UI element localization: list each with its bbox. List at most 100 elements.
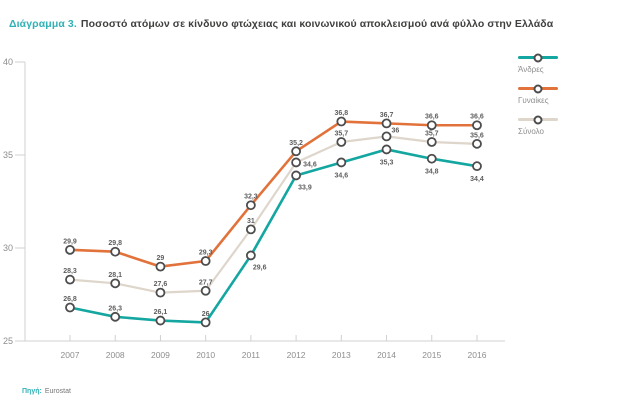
legend-item-orange: Γυναίκες — [518, 84, 558, 105]
data-point-label: 34,6 — [335, 172, 349, 179]
x-axis-tick-label: 2014 — [377, 350, 396, 360]
data-point-label: 36,6 — [470, 114, 484, 121]
data-point-marker — [245, 224, 256, 235]
data-point-label: 36,6 — [425, 114, 439, 121]
legend-marker-icon — [533, 84, 543, 93]
legend-item-light_gray: Σύνολο — [518, 115, 558, 136]
chart-title: Διάγραμμα 3. Ποσοστό ατόμων σε κίνδυνο φτ… — [9, 18, 609, 30]
chart-title-prefix: Διάγραμμα 3. — [9, 18, 77, 30]
data-point-marker — [381, 118, 392, 129]
data-point-label: 26 — [202, 311, 210, 318]
axes: 25 30 35 40 2007 2008 2009 2010 2011 2012 2013 2014… — [3, 57, 505, 360]
data-point-marker — [65, 302, 75, 313]
y-axis-tick-label: 25 — [3, 336, 13, 346]
series-line — [68, 148, 479, 324]
legend-item-teal: Άνδρες — [518, 53, 558, 74]
data-point-label: 26,1 — [154, 309, 168, 316]
legend-marker-icon — [533, 53, 543, 62]
x-axis-tick-label: 2008 — [106, 350, 125, 360]
x-axis-tick-label: 2010 — [196, 350, 215, 360]
series-teal: 26,8 26,3 26,1 26 29,6 33,9 34,6 35,3 34,8 34,4 — [63, 144, 484, 328]
source-label: Πηγή: — [22, 388, 42, 395]
data-point-label: 29,6 — [253, 264, 267, 271]
data-point-marker — [336, 157, 347, 168]
legend-line-sample — [518, 84, 558, 93]
data-point-marker — [245, 200, 256, 211]
x-axis-tick-label: 2009 — [151, 350, 170, 360]
data-point-label: 36,8 — [335, 110, 349, 117]
data-point-marker — [426, 137, 437, 147]
x-axis-tick-label: 2015 — [422, 350, 441, 360]
chart-title-text: Ποσοστό ατόμων σε κίνδυνο φτώχειας και κ… — [80, 18, 554, 30]
data-point-label: 35,7 — [425, 130, 439, 137]
data-point-marker — [336, 116, 347, 127]
data-point-marker — [65, 274, 75, 285]
data-point-marker — [472, 161, 482, 172]
series-line — [68, 120, 479, 268]
data-point-marker — [155, 287, 166, 298]
x-axis-tick-label: 2007 — [61, 350, 80, 360]
legend-label: Σύνολο — [518, 127, 544, 136]
data-point-label: 36,7 — [380, 112, 394, 119]
y-axis-tick-label: 30 — [3, 243, 13, 253]
x-axis-tick-label: 2016 — [468, 350, 487, 360]
legend-line-sample — [518, 53, 558, 62]
data-point-label: 27,7 — [199, 279, 213, 286]
data-point-marker — [245, 250, 256, 261]
data-point-label: 26,3 — [108, 305, 122, 312]
data-point-label: 35,7 — [335, 130, 349, 137]
data-point-label: 28,3 — [63, 268, 77, 275]
legend-label: Άνδρες — [518, 65, 544, 74]
data-point-marker — [155, 315, 166, 326]
data-point-label: 34,4 — [470, 176, 484, 183]
data-point-label: 33,9 — [298, 184, 312, 191]
data-point-label: 29,9 — [63, 238, 77, 245]
data-point-marker — [110, 246, 121, 257]
data-point-label: 29,8 — [108, 240, 122, 247]
chart-legend: Άνδρες Γυναίκες Σύνολο — [518, 53, 558, 149]
data-point-label: 35,2 — [289, 140, 303, 147]
data-point-marker — [110, 278, 121, 289]
series-line — [68, 135, 479, 294]
data-point-label: 29,3 — [199, 250, 213, 257]
data-point-label: 27,6 — [154, 281, 168, 288]
data-point-marker — [200, 285, 211, 296]
data-point-marker — [426, 153, 437, 164]
data-point-marker — [426, 120, 437, 131]
data-point-marker — [472, 120, 482, 131]
legend-marker-icon — [533, 115, 543, 124]
source-value: Eurostat — [44, 388, 71, 395]
data-point-label: 29 — [157, 255, 165, 262]
data-point-marker — [291, 157, 302, 168]
data-point-marker — [65, 244, 75, 255]
x-axis-tick-label: 2012 — [287, 350, 306, 360]
data-point-marker — [200, 317, 211, 328]
data-point-label: 35,3 — [380, 159, 394, 166]
data-point-marker — [381, 131, 392, 142]
data-point-label: 34,6 — [303, 161, 317, 168]
legend-line-sample — [518, 115, 558, 124]
data-point-marker — [110, 311, 121, 322]
data-point-marker — [155, 261, 166, 272]
data-point-label: 34,8 — [425, 169, 439, 176]
data-point-marker — [472, 138, 482, 149]
y-axis-tick-label: 40 — [3, 57, 13, 67]
data-point-label: 35,6 — [470, 132, 484, 139]
x-axis-tick-label: 2013 — [332, 350, 351, 360]
data-point-marker — [291, 170, 302, 181]
data-point-marker — [291, 146, 302, 157]
data-point-label: 36 — [392, 127, 400, 134]
y-axis-tick-label: 35 — [3, 150, 13, 160]
legend-label: Γυναίκες — [518, 96, 549, 105]
data-point-marker — [200, 256, 211, 266]
source-note: Πηγή: Eurostat — [22, 388, 71, 395]
data-point-marker — [381, 144, 392, 155]
data-point-label: 32,3 — [244, 194, 258, 201]
data-point-label: 26,8 — [63, 296, 77, 303]
data-point-marker — [336, 137, 347, 147]
data-point-label: 28,1 — [108, 272, 122, 279]
x-axis-tick-label: 2011 — [242, 350, 261, 360]
series-orange: 29,9 29,8 29 29,3 32,3 35,2 36,8 36,7 36,6 36,6 — [63, 110, 484, 272]
